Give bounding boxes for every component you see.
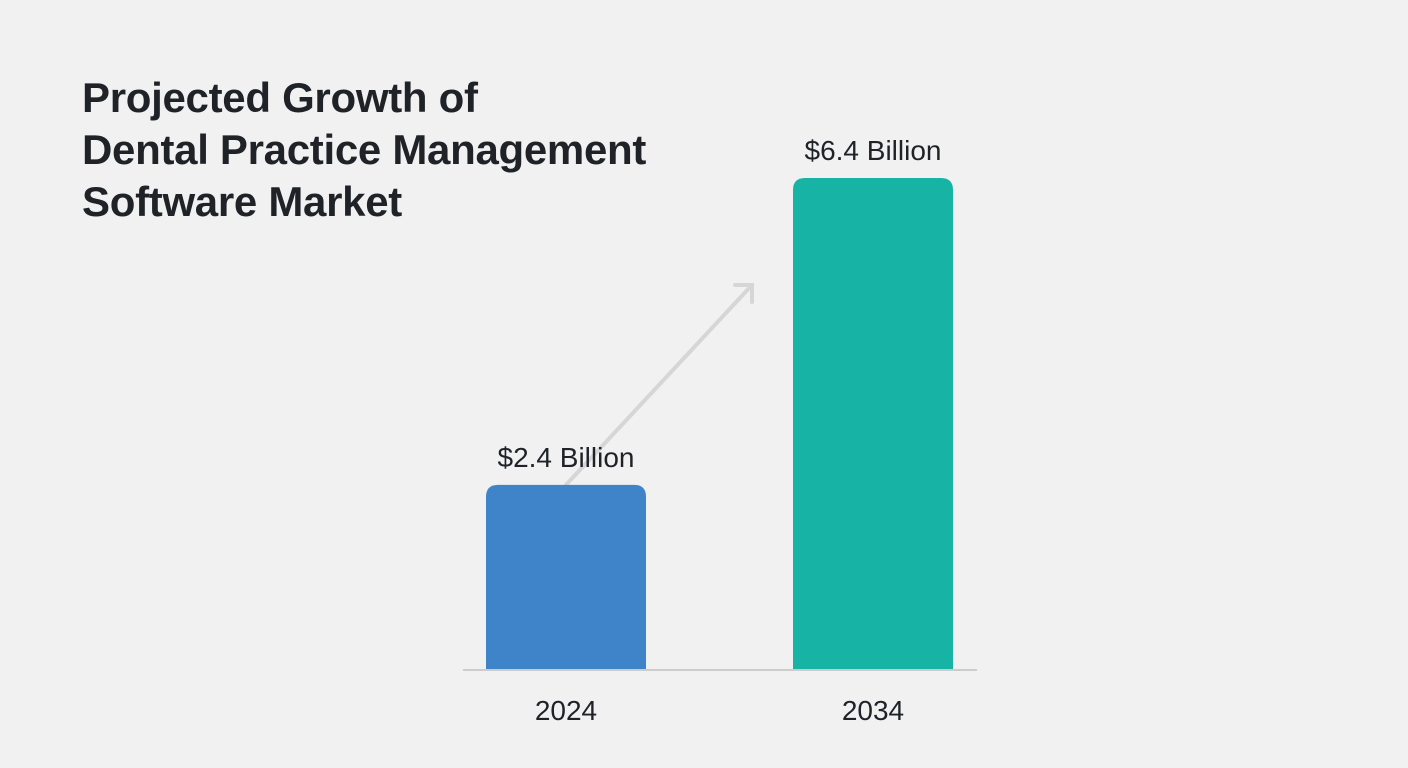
x-tick-label: 2024: [535, 695, 597, 726]
x-tick-label: 2034: [842, 695, 904, 726]
data-label: $6.4 Billion: [805, 135, 942, 166]
chart-title: Projected Growth of Dental Practice Mana…: [82, 74, 647, 225]
data-label: $2.4 Billion: [498, 442, 635, 473]
trend-arrow-head-icon: [733, 283, 754, 304]
bar-2034: [793, 178, 953, 669]
bar-2024: [486, 484, 646, 669]
trend-arrow-line: [564, 283, 754, 487]
